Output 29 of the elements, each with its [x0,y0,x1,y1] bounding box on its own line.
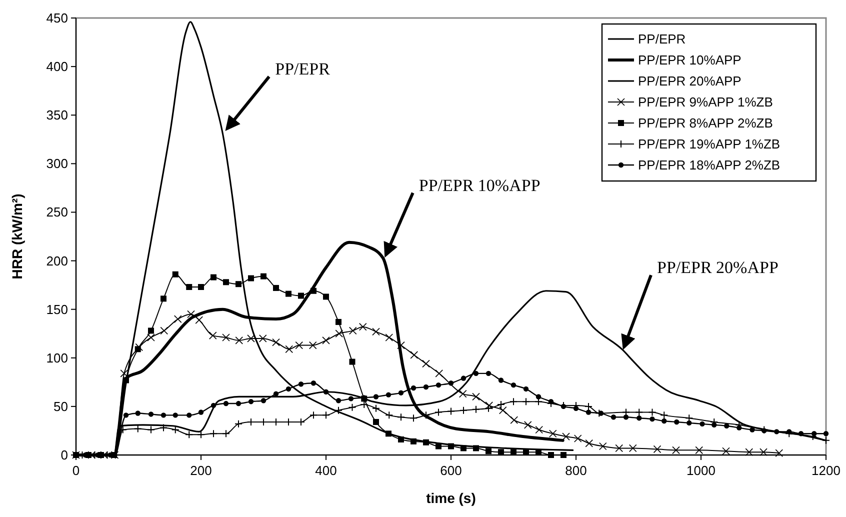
annotation: PP/EPR 10%APP [418,176,540,195]
legend-label: PP/EPR 8%APP 2%ZB [638,116,773,130]
x-tick-label: 1200 [812,463,840,478]
y-tick-label: 200 [46,253,68,268]
y-tick-label: 450 [46,10,68,26]
legend-label: PP/EPR 19%APP 1%ZB [638,136,780,152]
legend-label: PP/EPR 18%APP 2%ZB [638,158,780,172]
x-tick-label: 800 [565,463,587,478]
legend-label: PP/EPR 9%APP 1%ZB [638,94,773,110]
y-tick-label: 400 [46,59,68,74]
legend-label: PP/EPR 20%APP [638,74,742,88]
legend-label: PP/EPR [638,32,686,46]
y-tick-label: 0 [60,448,68,462]
annotation: PP/EPR 20%APP [657,258,778,278]
x-tick-label: 0 [72,463,80,478]
y-tick-label: 300 [46,156,68,172]
annotation: PP/EPR [275,60,331,79]
y-tick-label: 100 [46,350,68,366]
y-tick-label: 250 [46,204,68,220]
y-tick-label: 150 [46,302,68,317]
y-tick-label: 350 [46,108,68,123]
x-tick-label: 1000 [686,463,716,478]
x-axis-title: time (s) [426,490,476,506]
y-tick-label: 50 [54,398,68,414]
legend-label: PP/EPR 10%APP [638,52,742,68]
y-axis-title: HRR (kW/m²) [9,194,25,280]
x-tick-label: 600 [440,463,462,478]
x-tick-label: 200 [190,463,212,478]
x-tick-label: 400 [315,463,337,478]
